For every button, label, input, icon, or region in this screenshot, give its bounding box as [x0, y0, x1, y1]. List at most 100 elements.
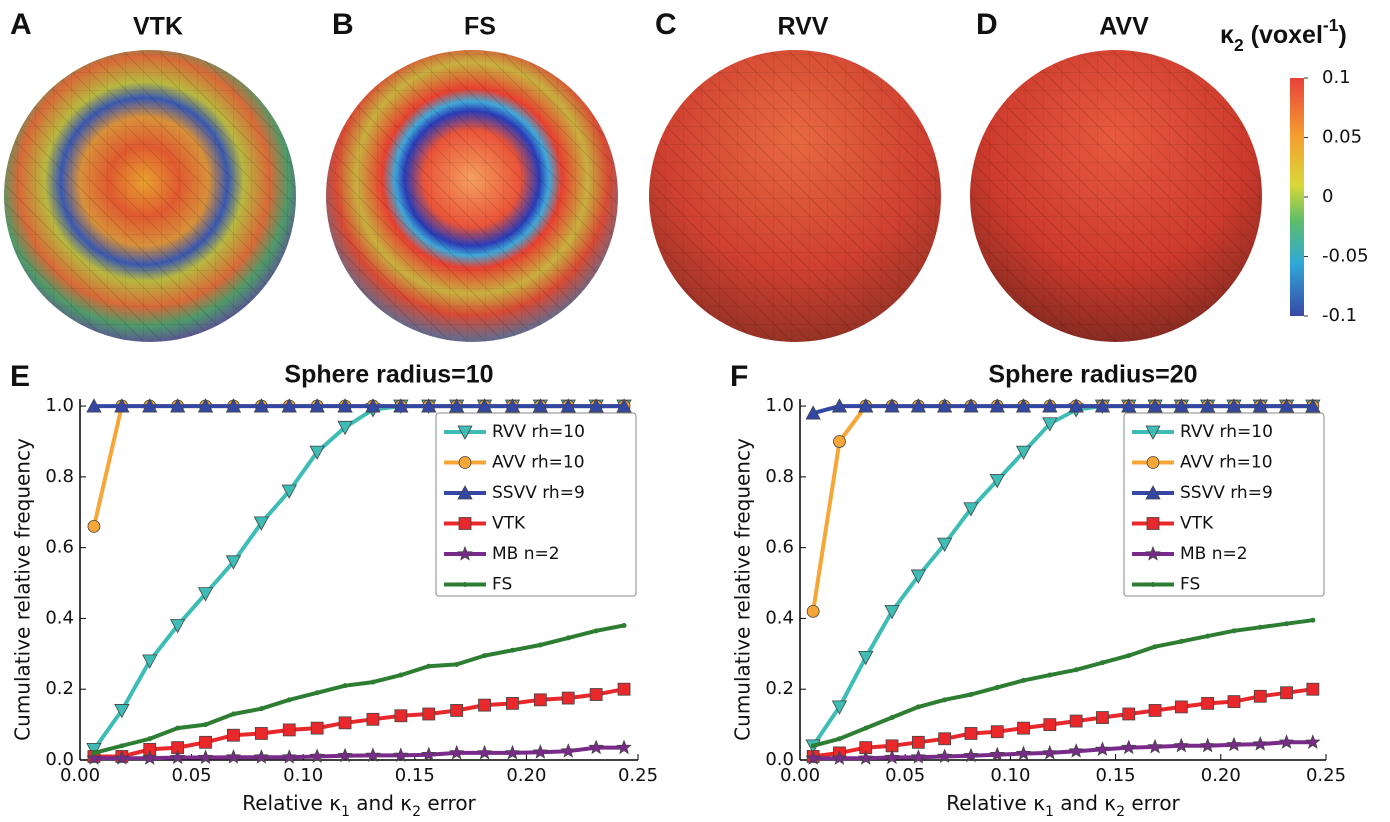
legend-marker	[463, 582, 468, 587]
marker	[422, 748, 435, 761]
marker	[991, 748, 1004, 761]
marker	[1070, 744, 1083, 757]
legend-label: SSVV rh=9	[1180, 483, 1273, 503]
panel-letter: D	[976, 8, 998, 41]
legend-label: MB n=2	[1180, 544, 1248, 564]
marker	[287, 697, 292, 702]
x-axis-label-part: error	[1125, 791, 1181, 815]
marker	[1307, 683, 1319, 695]
x-axis-label: Relative κ1 and κ2 error	[242, 791, 476, 821]
y-tick-label: 0.2	[45, 678, 74, 699]
legend-label: FS	[492, 575, 512, 595]
x-axis-label-part: 1	[341, 804, 350, 820]
y-tick-label: 1.0	[45, 395, 74, 416]
x-tick-label: 0.00	[780, 765, 820, 786]
marker	[88, 520, 100, 532]
colorbar-tick-label: 0.1	[1322, 67, 1351, 88]
marker	[965, 727, 977, 739]
marker	[1149, 704, 1161, 716]
x-tick-label: 0.25	[1306, 765, 1346, 786]
colorbar-title-part: 2	[1234, 35, 1244, 55]
marker	[199, 751, 212, 764]
marker	[1254, 690, 1266, 702]
colorbar-tick-label: -0.05	[1322, 246, 1369, 267]
x-axis-label: Relative κ1 and κ2 error	[946, 791, 1180, 821]
x-axis-label-part: error	[421, 791, 477, 815]
legend-marker	[1147, 457, 1159, 469]
x-axis-label-part: and κ	[1054, 791, 1116, 815]
x-tick-label: 0.10	[283, 765, 323, 786]
y-tick-label: 0.8	[765, 466, 794, 487]
marker	[255, 727, 267, 739]
legend-marker	[1151, 582, 1156, 587]
colorbar-title-part: (voxel	[1244, 21, 1323, 49]
sphere-title: RVV	[778, 13, 829, 41]
marker	[859, 651, 873, 664]
marker	[622, 623, 627, 628]
marker	[315, 690, 320, 695]
legend-label: VTK	[492, 514, 526, 534]
marker	[1310, 618, 1315, 623]
marker	[538, 642, 543, 647]
sphere-mesh	[326, 50, 618, 342]
marker	[1258, 625, 1263, 630]
marker	[1284, 621, 1289, 626]
marker	[510, 648, 515, 653]
y-tick-label: 1.0	[765, 395, 794, 416]
sphere-mesh	[4, 50, 296, 342]
colorbar-title-part: -1	[1323, 15, 1339, 35]
marker	[594, 628, 599, 633]
panel-letter: C	[655, 8, 677, 41]
x-tick-label: 0.15	[1096, 765, 1136, 786]
marker	[227, 750, 240, 763]
sphere-title: AVV	[1099, 13, 1149, 41]
marker	[590, 689, 602, 701]
marker	[366, 748, 379, 761]
legend-label: MB n=2	[492, 544, 560, 564]
charts: ESphere radius=100.00.20.40.60.81.00.000…	[10, 360, 1346, 820]
sphere-title: VTK	[133, 13, 183, 41]
marker	[91, 750, 96, 755]
legend-label: RVV rh=10	[1180, 422, 1273, 442]
x-tick-label: 0.10	[990, 765, 1030, 786]
colorbar	[1290, 78, 1304, 316]
marker	[394, 748, 407, 761]
legend-label: RVV rh=10	[492, 422, 585, 442]
marker	[343, 683, 348, 688]
marker	[1021, 678, 1026, 683]
panel-letter: B	[332, 8, 354, 41]
marker	[1096, 712, 1108, 724]
marker	[1100, 660, 1105, 665]
marker	[618, 683, 630, 695]
marker	[339, 717, 351, 729]
marker	[1122, 741, 1135, 754]
marker	[1280, 735, 1293, 748]
marker	[534, 745, 547, 758]
marker	[454, 662, 459, 667]
x-tick-label: 0.20	[506, 765, 546, 786]
y-axis-label: Cumulative relative frequency	[731, 438, 755, 741]
marker	[398, 673, 403, 678]
legend-label: VTK	[1180, 514, 1214, 534]
marker	[227, 729, 239, 741]
marker	[1070, 715, 1082, 727]
marker	[1096, 742, 1109, 755]
sphere-row: AVTKBFSCRVVDAVVκ2 (voxel-1)0.10.050-0.05…	[4, 8, 1369, 342]
marker	[562, 744, 575, 757]
sphere-mesh	[970, 50, 1262, 342]
y-tick-label: 0.4	[45, 607, 74, 628]
marker	[1227, 738, 1240, 751]
marker	[311, 722, 323, 734]
marker	[617, 741, 630, 754]
colorbar-title-part: )	[1338, 21, 1346, 49]
marker	[1148, 740, 1161, 753]
legend-label: SSVV rh=9	[492, 483, 585, 503]
sphere-title: FS	[464, 13, 496, 41]
marker	[885, 751, 898, 764]
marker	[1074, 667, 1079, 672]
marker	[1047, 673, 1052, 678]
x-axis-label-part: 1	[1045, 804, 1054, 820]
y-tick-label: 0.2	[765, 678, 794, 699]
marker	[912, 750, 925, 763]
y-axis-label: Cumulative relative frequency	[11, 438, 35, 741]
